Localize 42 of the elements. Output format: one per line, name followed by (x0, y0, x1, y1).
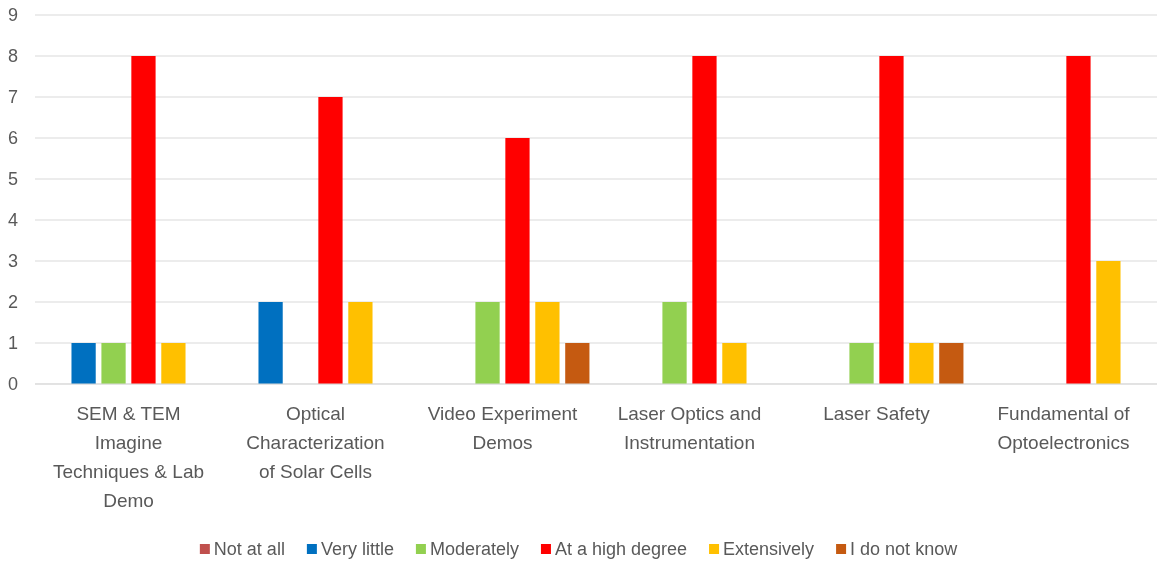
legend-label: Not at all (213, 539, 285, 559)
bar (131, 56, 156, 384)
y-tick-label: 2 (7, 292, 19, 313)
y-tick-label: 1 (7, 333, 19, 354)
bar (662, 302, 687, 384)
y-tick-label: 8 (7, 46, 19, 67)
bar (535, 302, 560, 384)
legend-label: I do not know (850, 539, 959, 559)
y-tick-label: 4 (7, 210, 19, 231)
x-tick-label: Optical Characterization of Solar Cells (246, 403, 385, 482)
bar (722, 343, 747, 384)
bar (318, 97, 343, 384)
y-tick-label: 9 (7, 5, 19, 26)
bar (849, 343, 874, 384)
bar (348, 302, 373, 384)
legend-label: Moderately (429, 539, 519, 559)
x-tick-label: Fundamental of Optoelectronics (997, 403, 1131, 453)
y-tick-label: 5 (7, 169, 19, 190)
bar (258, 302, 283, 384)
bar (879, 56, 904, 384)
x-tick-label: SEM & TEM Imagine Techniques & Lab Demo (52, 403, 205, 511)
bar (692, 56, 717, 384)
legend-label: Very little (320, 539, 394, 559)
x-tick-label: Laser Safety (823, 403, 931, 424)
bar (939, 343, 964, 384)
legend-label: Extensively (723, 539, 815, 559)
y-tick-label: 7 (7, 87, 19, 108)
y-tick-label: 0 (7, 374, 19, 395)
bar (909, 343, 934, 384)
bar (565, 343, 590, 384)
legend-label: At a high degree (554, 539, 688, 559)
bar (101, 343, 126, 384)
bar (1066, 56, 1091, 384)
bar (505, 138, 530, 384)
x-tick-label: Video Experiment Demos (427, 403, 579, 453)
bar (71, 343, 96, 384)
y-tick-label: 3 (7, 251, 19, 272)
bar (1096, 261, 1121, 384)
bar (161, 343, 186, 384)
y-tick-label: 6 (7, 128, 19, 149)
x-tick-label: Laser Optics and Instrumentation (617, 403, 762, 453)
bar (475, 302, 500, 384)
